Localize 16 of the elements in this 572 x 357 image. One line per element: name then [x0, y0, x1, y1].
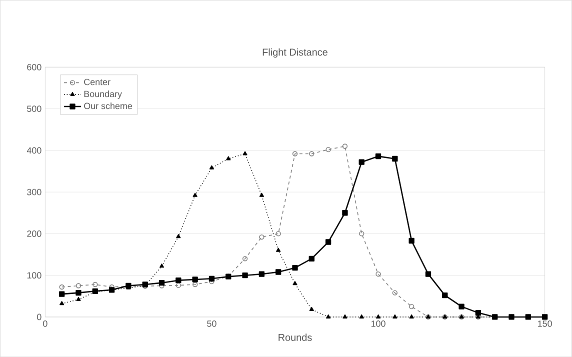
x-tick-label: 150: [538, 320, 552, 327]
y-tick-label: 200: [27, 230, 42, 237]
x-tick-label: 100: [371, 320, 386, 327]
y-tick-label: 300: [27, 188, 42, 196]
y-tick-label: 0: [37, 314, 42, 320]
legend-label: Our scheme: [84, 102, 132, 110]
x-tick-label: 50: [207, 320, 216, 327]
y-tick-label: 500: [27, 106, 42, 112]
x-axis-title: Rounds: [278, 334, 312, 341]
x-tick-label: 0: [43, 320, 48, 327]
legend-label: Boundary: [84, 90, 122, 99]
y-tick-label: 100: [27, 272, 42, 278]
legend-label: Center: [84, 78, 110, 86]
chart-title: Flight Distance: [262, 48, 328, 58]
y-tick-label: 400: [26, 147, 42, 154]
y-tick-label: 600: [27, 64, 42, 70]
